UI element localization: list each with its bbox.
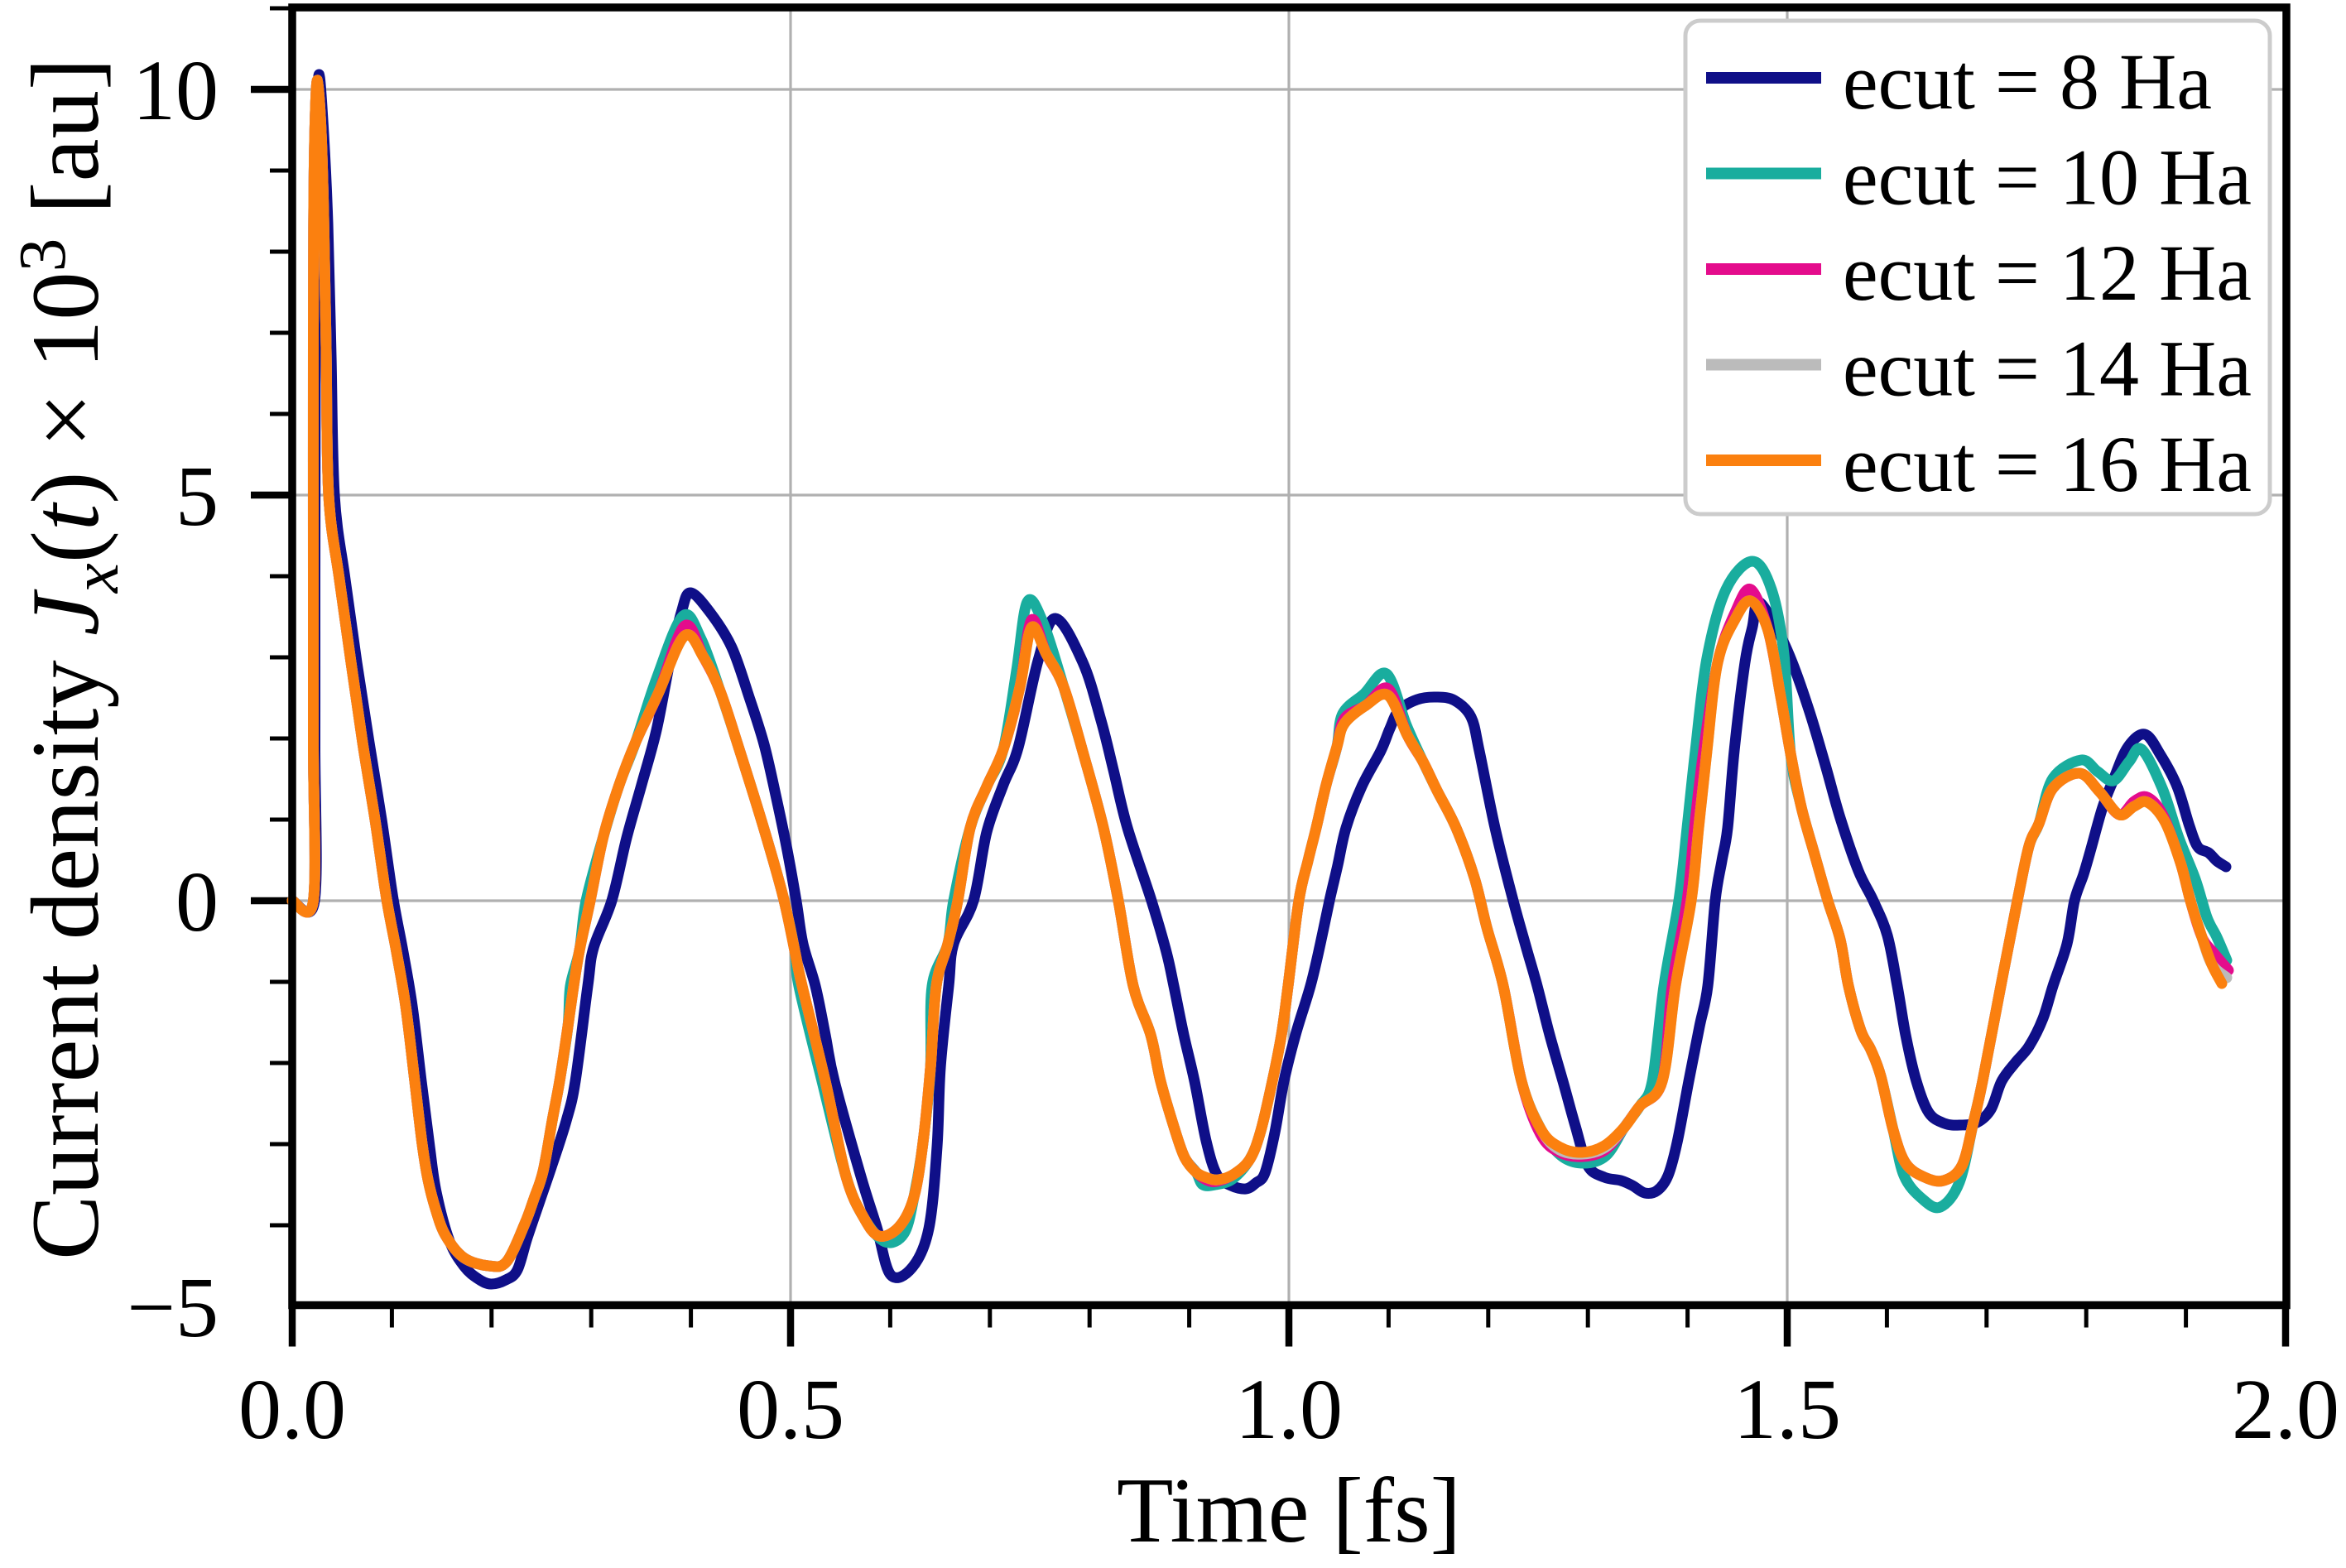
svg-text:0.0: 0.0	[238, 1362, 346, 1457]
svg-text:0.5: 0.5	[737, 1362, 844, 1457]
svg-text:ecut = 14 Ha: ecut = 14 Ha	[1843, 325, 2252, 413]
svg-text:5: 5	[175, 449, 219, 544]
svg-text:10: 10	[132, 43, 219, 138]
svg-text:ecut = 8 Ha: ecut = 8 Ha	[1843, 37, 2212, 126]
svg-text:2.0: 2.0	[2232, 1362, 2339, 1457]
svg-text:ecut = 10 Ha: ecut = 10 Ha	[1843, 133, 2252, 222]
svg-text:−5: −5	[127, 1260, 219, 1355]
svg-text:1.0: 1.0	[1235, 1362, 1343, 1457]
svg-text:ecut = 16 Ha: ecut = 16 Ha	[1843, 420, 2252, 508]
svg-text:Time [fs]: Time [fs]	[1117, 1460, 1461, 1562]
svg-text:Current density Jx(t) × 103 [a: Current density Jx(t) × 103 [au]	[5, 58, 132, 1260]
svg-text:0: 0	[175, 854, 219, 950]
svg-text:ecut = 12 Ha: ecut = 12 Ha	[1843, 228, 2252, 317]
svg-text:1.5: 1.5	[1733, 1362, 1841, 1457]
